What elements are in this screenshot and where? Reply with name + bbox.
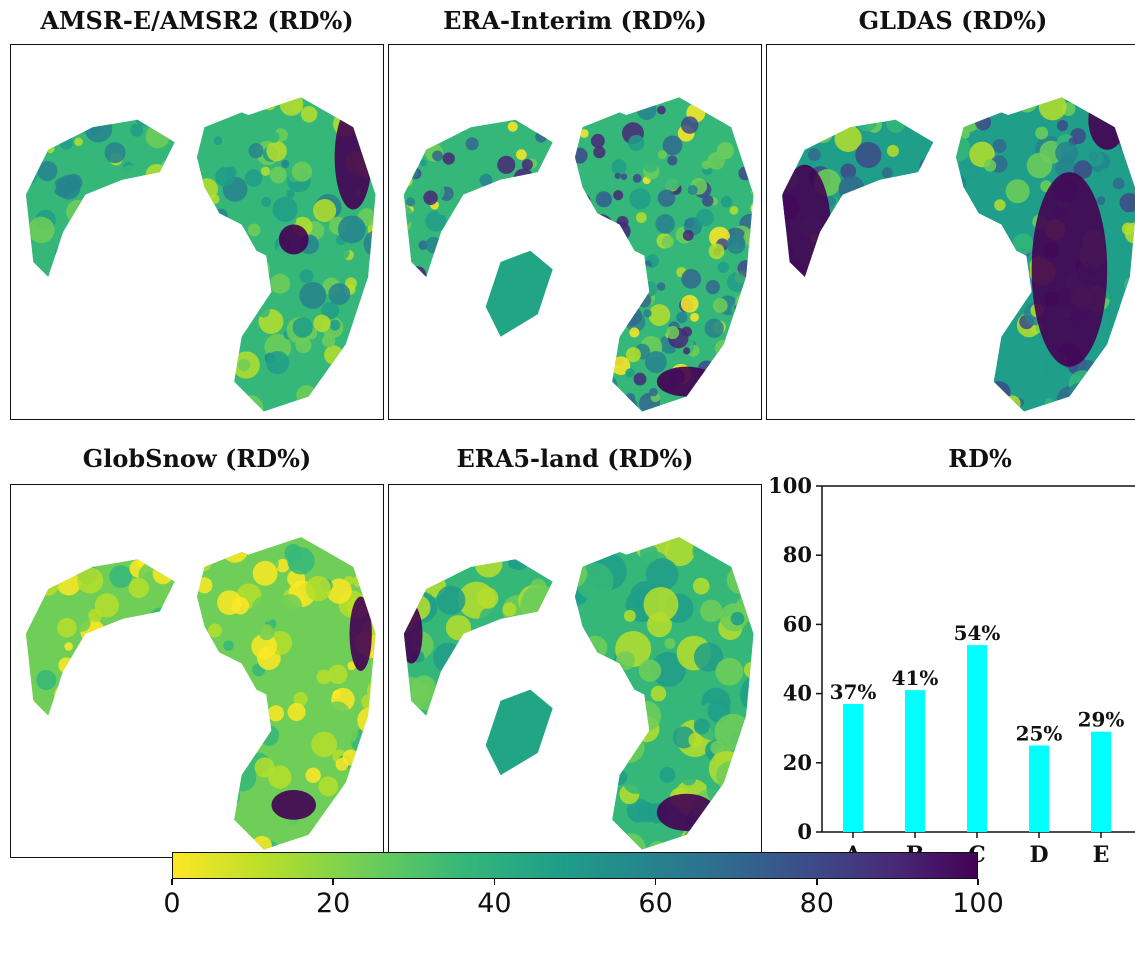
colorbar-tick xyxy=(332,879,334,885)
bar-a xyxy=(843,703,863,832)
map-globsnow xyxy=(25,537,376,850)
panel-title-era-interim: ERA-Interim (RD%) xyxy=(443,6,707,35)
map-panel-globsnow xyxy=(10,484,384,858)
map-era5-land xyxy=(403,537,754,850)
colorbar-tick xyxy=(977,879,979,885)
colorbar-tick xyxy=(816,879,818,885)
panel-title-gldas: GLDAS (RD%) xyxy=(858,6,1048,35)
map-era-interim xyxy=(403,97,754,412)
bar-b xyxy=(905,690,925,832)
bar-c xyxy=(967,645,987,832)
colorbar-tick-label: 80 xyxy=(799,888,834,919)
y-tick-label: 60 xyxy=(783,611,812,636)
x-tick-label: E xyxy=(1093,842,1110,868)
colorbar-tick xyxy=(493,879,496,885)
y-tick-label: 80 xyxy=(783,542,812,567)
bar-value-label: 29% xyxy=(1078,708,1125,732)
map-amsr xyxy=(25,97,376,412)
map-panel-era-interim xyxy=(388,44,762,420)
panel-title-globsnow: GlobSnow (RD%) xyxy=(82,444,312,473)
colorbar-tick xyxy=(654,879,657,885)
y-tick-label: 20 xyxy=(783,750,812,775)
bar-d xyxy=(1029,745,1049,832)
bar-value-label: 41% xyxy=(892,666,939,690)
colorbar-tick-label: 100 xyxy=(952,888,1004,919)
colorbar-tick-label: 60 xyxy=(638,888,673,919)
bar-e xyxy=(1091,731,1111,832)
map-gldas xyxy=(782,97,1135,412)
colorbar-tick-label: 20 xyxy=(316,888,351,919)
map-panel-gldas xyxy=(766,44,1135,420)
panel-title-era5-land: ERA5-land (RD%) xyxy=(456,444,694,473)
map-panel-amsr xyxy=(10,44,384,420)
bar-value-label: 54% xyxy=(954,621,1001,645)
colorbar-tick-label: 0 xyxy=(163,888,181,919)
colorbar-tick-label: 40 xyxy=(477,888,512,919)
y-tick-label: 100 xyxy=(768,473,812,498)
bar-value-label: 37% xyxy=(830,680,877,704)
x-tick-label: D xyxy=(1029,842,1048,868)
bar-value-label: 25% xyxy=(1016,722,1063,746)
bar-chart-title: RD% xyxy=(948,444,1012,473)
y-tick-label: 0 xyxy=(797,819,812,844)
colorbar-tick xyxy=(171,879,173,885)
y-tick-label: 40 xyxy=(783,681,812,706)
colorbar xyxy=(172,852,978,879)
map-panel-era5-land xyxy=(388,484,762,858)
panel-title-amsr: AMSR-E/AMSR2 (RD%) xyxy=(40,6,354,35)
